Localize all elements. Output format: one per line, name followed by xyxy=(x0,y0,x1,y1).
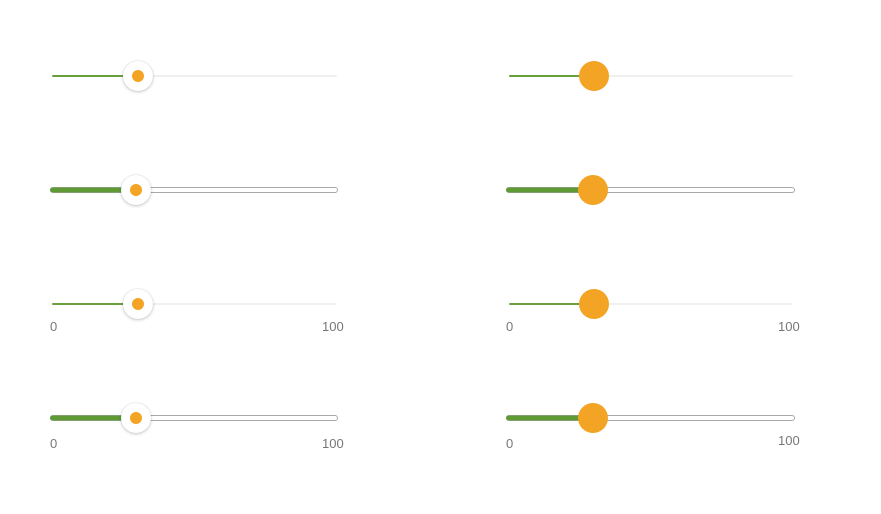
slider-handle[interactable] xyxy=(579,61,610,91)
slider-max-label: 100 xyxy=(778,433,800,448)
handle-dot-icon xyxy=(131,70,144,82)
slider-max-label: 100 xyxy=(778,319,800,334)
slider-thin-solid-labeled[interactable] xyxy=(509,289,793,319)
handle-dot-icon xyxy=(130,184,143,196)
slider-handle[interactable] xyxy=(121,175,152,205)
slider-track[interactable] xyxy=(52,303,337,305)
slider-fill xyxy=(52,303,138,305)
slider-handle[interactable] xyxy=(579,289,610,319)
slider-track[interactable] xyxy=(509,75,793,77)
slider-max-label: 100 xyxy=(322,436,344,451)
slider-thick-ring[interactable] xyxy=(50,175,338,205)
slider-thin-ring-labeled[interactable] xyxy=(52,289,337,319)
slider-handle[interactable] xyxy=(121,403,152,433)
handle-dot-icon xyxy=(130,412,143,424)
slider-thin-solid[interactable] xyxy=(509,61,793,91)
slider-thick-ring-labeled[interactable] xyxy=(50,403,338,433)
handle-dot-icon xyxy=(131,298,144,310)
slider-handle[interactable] xyxy=(577,175,608,205)
slider-fill xyxy=(52,75,138,77)
slider-fill xyxy=(509,303,595,305)
slider-fill xyxy=(506,415,593,421)
slider-thick-solid[interactable] xyxy=(506,175,795,205)
slider-fill xyxy=(509,75,595,77)
slider-max-label: 100 xyxy=(322,319,344,334)
slider-fill xyxy=(50,415,137,421)
slider-track[interactable] xyxy=(52,75,337,77)
slider-min-label: 0 xyxy=(506,319,514,334)
slider-min-label: 0 xyxy=(50,436,58,451)
slider-thin-ring[interactable] xyxy=(52,61,337,91)
slider-min-label: 0 xyxy=(50,319,58,334)
slider-thick-solid-labeled[interactable] xyxy=(506,403,795,433)
slider-min-label: 0 xyxy=(506,436,514,451)
slider-fill xyxy=(50,187,137,193)
slider-handle[interactable] xyxy=(122,61,153,91)
slider-fill xyxy=(506,187,593,193)
slider-handle[interactable] xyxy=(122,289,153,319)
slider-track[interactable] xyxy=(509,303,793,305)
slider-handle[interactable] xyxy=(577,403,608,433)
